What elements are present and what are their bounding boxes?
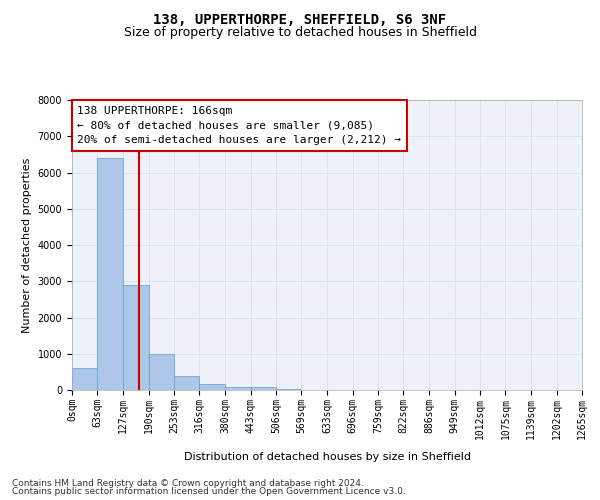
Text: Contains HM Land Registry data © Crown copyright and database right 2024.: Contains HM Land Registry data © Crown c…: [12, 478, 364, 488]
Bar: [199, 384, 225, 390]
Y-axis label: Number of detached properties: Number of detached properties: [22, 158, 32, 332]
Text: Contains public sector information licensed under the Open Government Licence v3: Contains public sector information licen…: [12, 487, 406, 496]
Bar: [149, 354, 174, 390]
Bar: [97, 158, 123, 390]
Bar: [251, 387, 276, 390]
Text: Size of property relative to detached houses in Sheffield: Size of property relative to detached ho…: [124, 26, 476, 39]
Bar: [72, 368, 97, 390]
Bar: [276, 389, 301, 390]
Bar: [174, 376, 199, 390]
Bar: [123, 285, 149, 390]
Bar: [225, 386, 251, 390]
Text: 138 UPPERTHORPE: 166sqm
← 80% of detached houses are smaller (9,085)
20% of semi: 138 UPPERTHORPE: 166sqm ← 80% of detache…: [77, 106, 401, 146]
Text: Distribution of detached houses by size in Sheffield: Distribution of detached houses by size …: [184, 452, 470, 462]
Text: 138, UPPERTHORPE, SHEFFIELD, S6 3NF: 138, UPPERTHORPE, SHEFFIELD, S6 3NF: [154, 12, 446, 26]
